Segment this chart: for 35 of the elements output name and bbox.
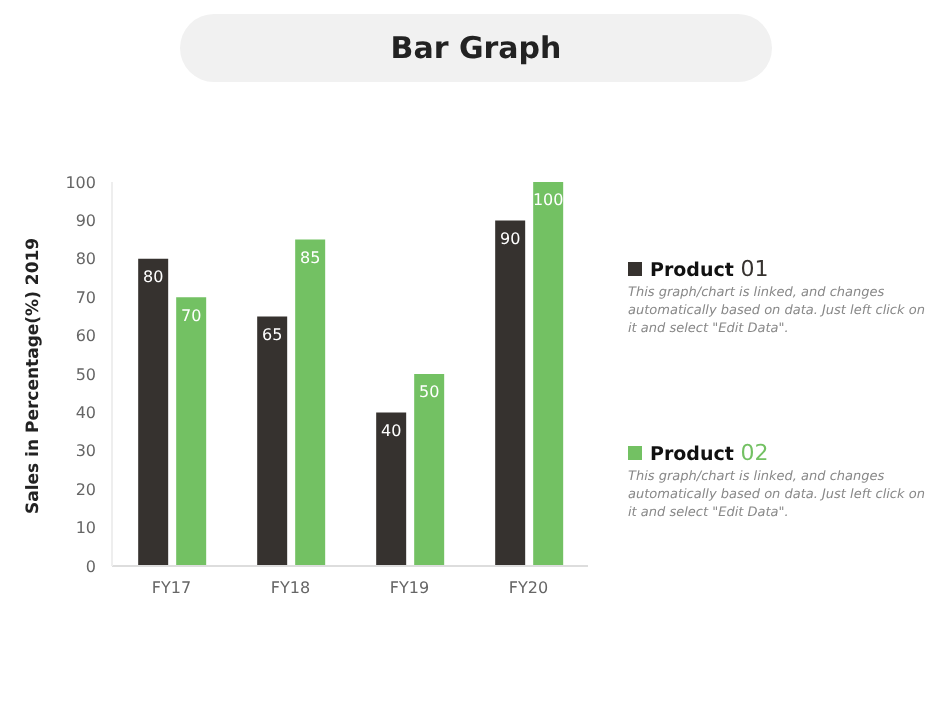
y-tick-label: 10 [75, 519, 96, 538]
y-tick-label: 20 [75, 480, 96, 499]
y-tick-label: 40 [75, 404, 96, 423]
data-label: 80 [142, 268, 164, 287]
y-tick-label: 80 [75, 250, 96, 269]
y-tick-label: 100 [65, 173, 96, 192]
y-tick-label: 60 [75, 327, 96, 346]
y-axis-title: Sales in Percentage(%) 2019 [24, 237, 45, 514]
x-tick-label: FY17 [151, 579, 192, 598]
bar [295, 239, 326, 566]
y-tick-label: 0 [85, 557, 96, 576]
x-tick-label: FY19 [389, 579, 430, 598]
bar [533, 182, 564, 566]
data-label: 90 [499, 229, 521, 248]
y-tick-label: 50 [75, 365, 96, 384]
bar [176, 297, 207, 566]
data-label: 65 [261, 325, 283, 344]
x-tick-label: FY18 [270, 579, 311, 598]
bar [138, 258, 169, 566]
data-label: 70 [180, 306, 202, 325]
data-label: 40 [380, 421, 402, 440]
legend-label: Product 02 [650, 440, 769, 466]
bar [414, 374, 445, 566]
bar [257, 316, 288, 566]
legend-label: Product 01 [650, 256, 769, 282]
y-tick-label: 30 [75, 442, 96, 461]
data-label: 50 [418, 383, 440, 402]
bar [376, 412, 407, 566]
chart-title: Bar Graph [390, 30, 562, 66]
bar [495, 220, 526, 566]
data-label: 100 [532, 191, 564, 210]
y-tick-label: 90 [75, 212, 96, 231]
y-tick-label: 70 [75, 288, 96, 307]
data-label: 85 [299, 248, 321, 267]
x-tick-label: FY20 [508, 579, 549, 598]
